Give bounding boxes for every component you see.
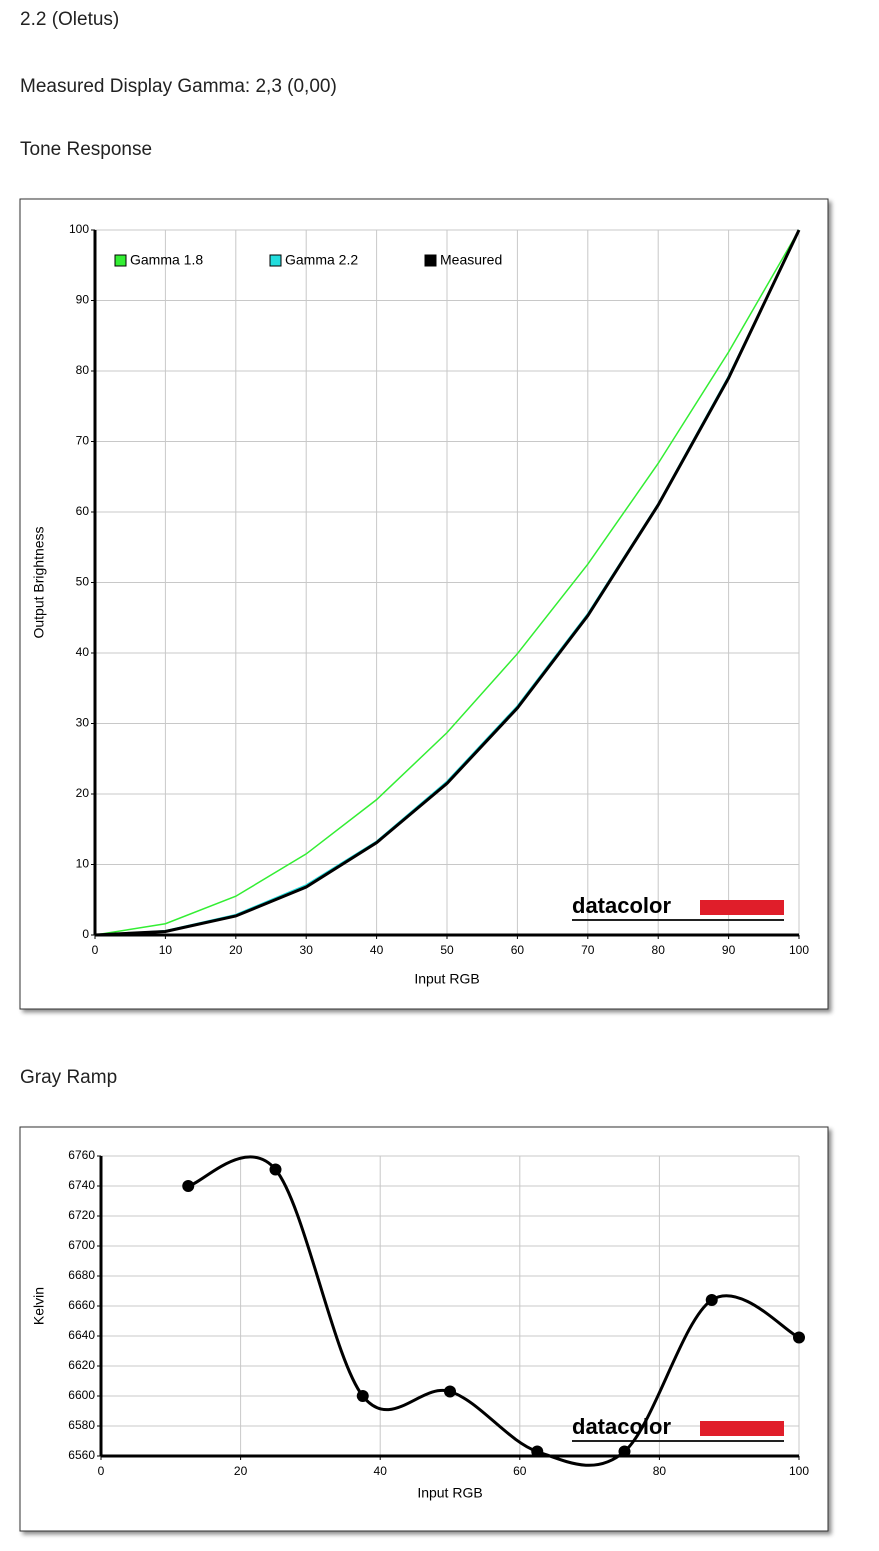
data-point bbox=[444, 1385, 456, 1398]
legend-swatch bbox=[424, 254, 437, 267]
x-tick-label: 80 bbox=[652, 943, 666, 957]
data-point bbox=[531, 1445, 544, 1458]
header-line: 2.2 (Oletus) bbox=[20, 9, 119, 30]
x-tick-label: 70 bbox=[581, 943, 595, 957]
y-tick-label: 90 bbox=[76, 293, 90, 307]
data-line bbox=[94, 229, 800, 936]
y-tick-label: 0 bbox=[82, 927, 89, 941]
x-tick-label: 100 bbox=[789, 943, 809, 957]
chart-title: Gray Ramp bbox=[20, 1067, 117, 1088]
y-tick-label: 6680 bbox=[68, 1268, 95, 1282]
y-tick-label: 6560 bbox=[68, 1448, 95, 1462]
x-tick-label: 80 bbox=[653, 1464, 667, 1478]
y-tick-label: 6640 bbox=[68, 1328, 95, 1342]
x-tick-label: 30 bbox=[300, 943, 314, 957]
x-tick-label: 10 bbox=[159, 943, 173, 957]
watermark-bar bbox=[700, 1421, 784, 1436]
x-tick-label: 90 bbox=[722, 943, 736, 957]
legend-label: Gamma 2.2 bbox=[285, 252, 358, 268]
legend-label: Measured bbox=[440, 252, 502, 268]
y-tick-label: 30 bbox=[76, 716, 90, 730]
y-tick-label: 6600 bbox=[68, 1388, 95, 1402]
x-tick-label: 20 bbox=[234, 1464, 248, 1478]
x-tick-label: 40 bbox=[374, 1464, 388, 1478]
data-point bbox=[182, 1180, 195, 1192]
watermark-bar bbox=[700, 900, 784, 915]
y-tick-label: 6660 bbox=[68, 1298, 95, 1312]
y-tick-label: 60 bbox=[76, 504, 90, 518]
header-line: Measured Display Gamma: 2,3 (0,00) bbox=[20, 76, 337, 97]
chart-title: Tone Response bbox=[20, 139, 152, 160]
y-axis-title: Output Brightness bbox=[31, 526, 47, 638]
y-tick-label: 10 bbox=[76, 857, 90, 871]
watermark: datacolor bbox=[572, 1414, 671, 1439]
x-axis-title: Input RGB bbox=[414, 971, 479, 987]
x-tick-label: 0 bbox=[92, 943, 99, 957]
x-tick-label: 40 bbox=[370, 943, 384, 957]
y-tick-label: 40 bbox=[76, 645, 90, 659]
data-line bbox=[187, 1155, 800, 1467]
x-tick-label: 0 bbox=[98, 1464, 105, 1478]
x-tick-label: 60 bbox=[511, 943, 525, 957]
data-point bbox=[705, 1294, 718, 1306]
y-tick-label: 100 bbox=[69, 222, 89, 236]
y-axis-title: Kelvin bbox=[31, 1287, 47, 1325]
y-tick-label: 50 bbox=[76, 575, 90, 589]
y-tick-label: 80 bbox=[76, 363, 90, 377]
watermark: datacolor bbox=[572, 893, 671, 918]
x-axis-title: Input RGB bbox=[417, 1485, 482, 1501]
legend-swatch bbox=[114, 254, 127, 267]
y-tick-label: 6720 bbox=[68, 1208, 95, 1222]
x-tick-label: 100 bbox=[789, 1464, 809, 1478]
y-tick-label: 6620 bbox=[68, 1358, 95, 1372]
y-tick-label: 6580 bbox=[68, 1418, 95, 1432]
data-point bbox=[793, 1331, 805, 1344]
legend-swatch bbox=[269, 254, 282, 267]
x-tick-label: 50 bbox=[440, 943, 454, 957]
data-point bbox=[356, 1390, 369, 1402]
chart-box bbox=[19, 1126, 829, 1532]
y-tick-label: 6740 bbox=[68, 1178, 95, 1192]
y-tick-label: 6700 bbox=[68, 1238, 95, 1252]
x-tick-label: 60 bbox=[513, 1464, 527, 1478]
y-tick-label: 20 bbox=[76, 786, 90, 800]
y-tick-label: 70 bbox=[76, 434, 90, 448]
x-tick-label: 20 bbox=[229, 943, 243, 957]
data-point bbox=[269, 1163, 282, 1176]
data-point bbox=[618, 1445, 631, 1458]
y-tick-label: 6760 bbox=[68, 1148, 95, 1162]
legend-label: Gamma 1.8 bbox=[130, 252, 203, 268]
data-line bbox=[94, 229, 801, 937]
chart-box bbox=[19, 198, 829, 1010]
